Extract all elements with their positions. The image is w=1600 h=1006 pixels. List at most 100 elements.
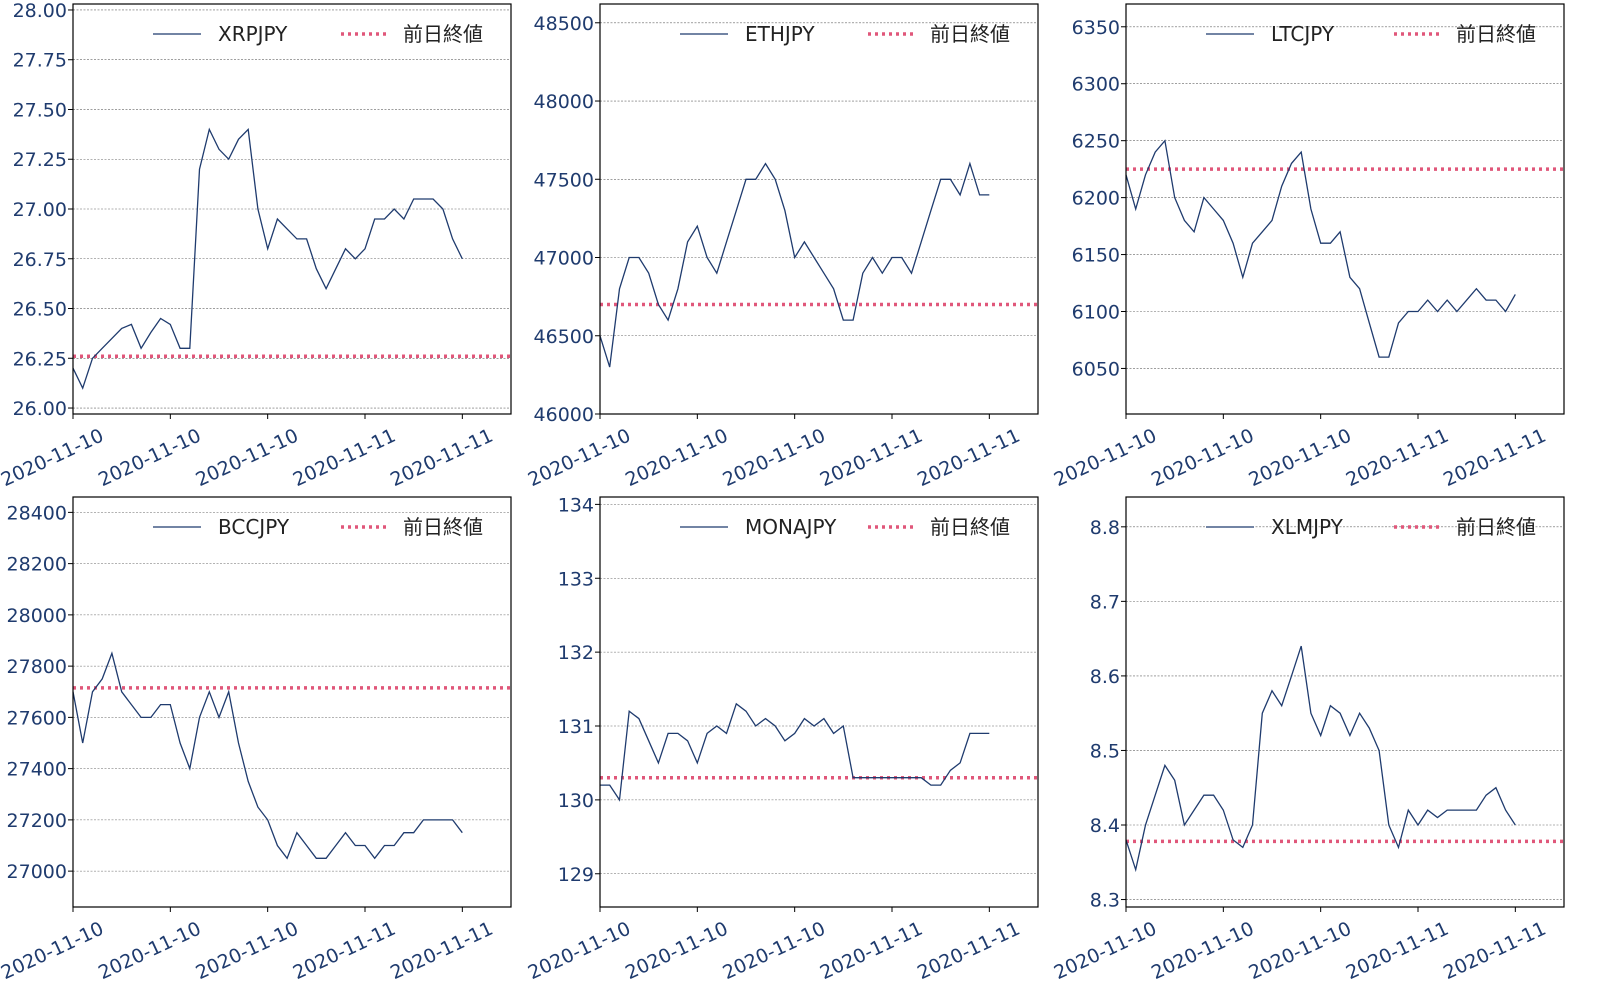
x-tick-label: 2020-11-10	[0, 918, 107, 985]
legend-label: BCCJPY	[218, 515, 290, 539]
y-tick-label: 47500	[534, 169, 594, 191]
x-tick-label: 2020-11-10	[0, 425, 107, 492]
y-tick-label: 8.3	[1090, 890, 1120, 912]
legend-label: 前日終値	[403, 515, 483, 539]
legend-label: ETHJPY	[745, 22, 815, 46]
x-tick-label: 2020-11-10	[192, 918, 301, 985]
panel: 60506100615062006250630063502020-11-1020…	[1051, 3, 1565, 492]
x-tick-label: 2020-11-11	[387, 425, 496, 492]
y-tick-label: 8.5	[1090, 740, 1120, 762]
x-tick-label: 2020-11-10	[95, 425, 204, 492]
y-tick-label: 27400	[7, 759, 67, 781]
y-tick-label: 6100	[1072, 302, 1120, 324]
panel: 27000 27200 27400 27600 27800 28000 28200 28400…	[0, 496, 512, 985]
y-tick-label: 134	[558, 494, 594, 516]
legend-label: MONAJPY	[745, 515, 837, 539]
y-tick-label: 26.75	[13, 249, 67, 271]
x-tick-label: 2020-11-10	[622, 425, 731, 492]
y-tick-label: 8.4	[1090, 815, 1120, 837]
x-tick-label: 2020-11-11	[1440, 425, 1549, 492]
y-tick-label: 6300	[1072, 74, 1120, 96]
y-tick-label: 28400	[7, 502, 67, 524]
y-tick-label: 130	[558, 790, 594, 812]
plot-frame	[72, 3, 512, 415]
x-tick-label: 2020-11-11	[914, 425, 1023, 492]
x-tick-label: 2020-11-11	[1343, 425, 1452, 492]
price-line	[600, 702, 990, 802]
y-tick-label: 26.00	[13, 398, 67, 420]
legend-label: 前日終値	[1456, 515, 1536, 539]
x-tick-label: 2020-11-11	[1343, 918, 1452, 985]
x-tick-label: 2020-11-11	[914, 918, 1023, 985]
y-tick-label: 6050	[1072, 358, 1120, 380]
y-tick-label: 27200	[7, 810, 67, 832]
y-tick-label: 28000	[7, 605, 67, 627]
y-tick-label: 28.00	[13, 0, 67, 22]
x-tick-label: 2020-11-10	[192, 425, 301, 492]
y-tick-label: 26.25	[13, 348, 67, 370]
x-tick-label: 2020-11-10	[95, 918, 204, 985]
plot-frame	[72, 496, 512, 908]
legend-label: 前日終値	[403, 22, 483, 46]
x-tick-label: 2020-11-11	[817, 918, 926, 985]
y-tick-label: 8.7	[1090, 591, 1120, 613]
y-tick-label: 27800	[7, 656, 67, 678]
y-tick-label: 48000	[534, 91, 594, 113]
legend-label: XRPJPY	[218, 22, 288, 46]
x-tick-label: 2020-11-10	[525, 918, 634, 985]
legend-label: 前日終値	[930, 515, 1010, 539]
x-tick-label: 2020-11-10	[1245, 918, 1354, 985]
y-tick-label: 6150	[1072, 245, 1120, 267]
y-tick-label: 133	[558, 568, 594, 590]
price-line	[1125, 645, 1516, 873]
legend-label: XLMJPY	[1271, 515, 1344, 539]
legend-label: LTCJPY	[1271, 22, 1335, 46]
panel: 26.00 26.25 26.50 26.75 27.00 27.25 27.50 27.75…	[0, 0, 512, 492]
panel: 1291301311321331342020-11-102020-11-1020…	[525, 494, 1039, 985]
y-tick-label: 131	[558, 716, 594, 738]
y-tick-label: 6250	[1072, 131, 1120, 153]
x-tick-label: 2020-11-10	[719, 918, 828, 985]
price-line	[72, 127, 463, 390]
price-line	[599, 161, 990, 368]
y-tick-label: 28200	[7, 554, 67, 576]
plot-frame	[599, 496, 1039, 908]
x-tick-label: 2020-11-11	[817, 425, 926, 492]
x-tick-label: 2020-11-10	[622, 918, 731, 985]
y-tick-label: 132	[558, 642, 594, 664]
x-tick-label: 2020-11-11	[1440, 918, 1549, 985]
y-tick-label: 8.6	[1090, 666, 1120, 688]
y-tick-label: 27.25	[13, 149, 67, 171]
x-tick-label: 2020-11-10	[1245, 425, 1354, 492]
y-tick-label: 6350	[1072, 17, 1120, 39]
price-line	[72, 651, 463, 860]
x-tick-label: 2020-11-10	[1148, 425, 1257, 492]
x-tick-label: 2020-11-10	[719, 425, 828, 492]
y-tick-label: 46000	[534, 404, 594, 426]
plot-frame	[599, 3, 1039, 415]
y-tick-label: 47000	[534, 248, 594, 270]
y-tick-label: 48500	[534, 13, 594, 35]
plot-frame	[1125, 496, 1565, 908]
x-tick-label: 2020-11-11	[387, 918, 496, 985]
y-tick-label: 6200	[1072, 188, 1120, 210]
price-line	[1125, 139, 1516, 358]
x-tick-label: 2020-11-11	[290, 425, 399, 492]
panel: 8.38.48.58.68.78.82020-11-102020-11-1020…	[1051, 496, 1565, 985]
y-tick-label: 46500	[534, 326, 594, 348]
legend-label: 前日終値	[1456, 22, 1536, 46]
y-tick-label: 27.50	[13, 99, 67, 121]
x-tick-label: 2020-11-10	[1148, 918, 1257, 985]
y-tick-label: 8.8	[1090, 517, 1120, 539]
y-tick-label: 26.50	[13, 299, 67, 321]
y-tick-label: 27.00	[13, 199, 67, 221]
y-tick-label: 129	[558, 864, 594, 886]
x-tick-label: 2020-11-10	[1051, 425, 1160, 492]
x-tick-label: 2020-11-11	[290, 918, 399, 985]
y-tick-label: 27600	[7, 707, 67, 729]
y-tick-label: 27.75	[13, 50, 67, 72]
y-tick-label: 27000	[7, 861, 67, 883]
plot-frame	[1125, 3, 1565, 415]
